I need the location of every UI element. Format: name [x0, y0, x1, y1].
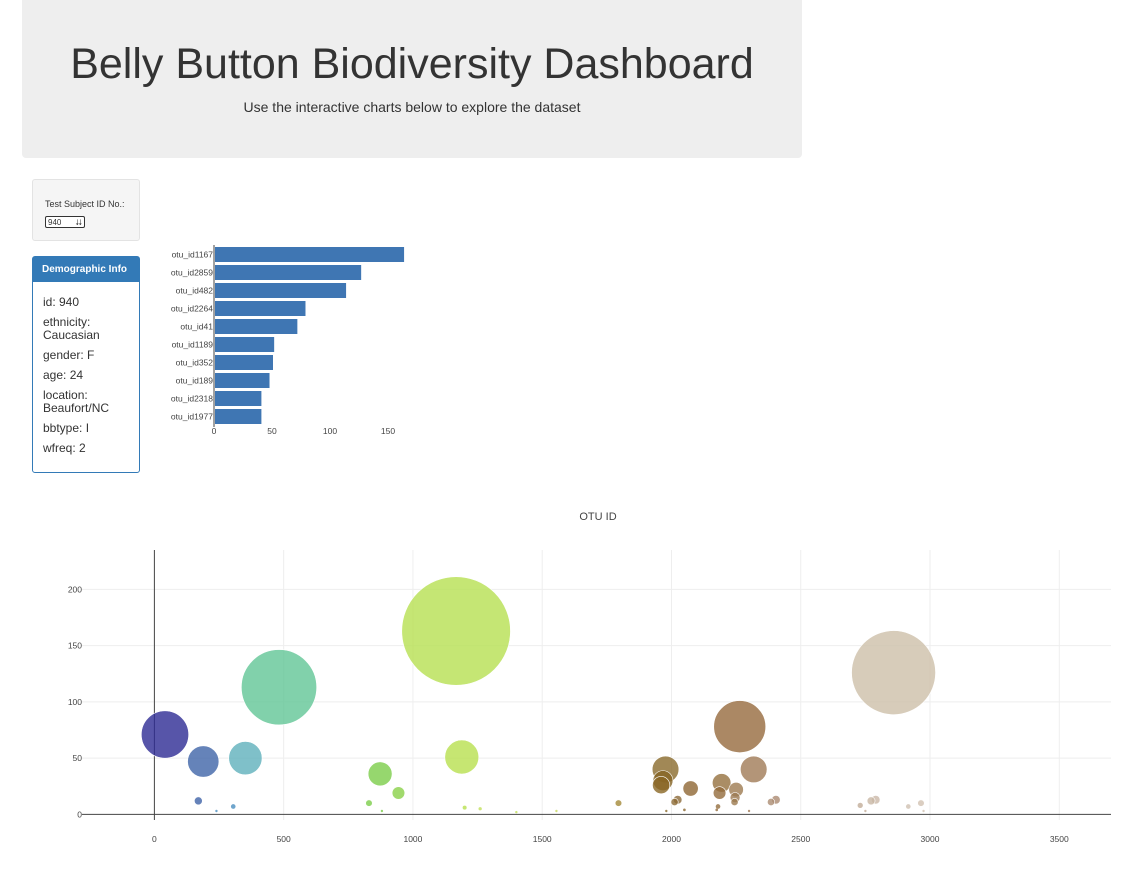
bubble-otu-880[interactable] — [380, 809, 384, 813]
bubble-otu-1189[interactable] — [444, 739, 480, 775]
demographic-panel-title: Demographic Info — [33, 257, 139, 282]
bubble-x-tick-label: 3000 — [921, 834, 940, 844]
bubble-otu-2074[interactable] — [682, 780, 699, 797]
bubble-otu-2859[interactable] — [851, 630, 936, 715]
bar-x-tick-label: 150 — [381, 426, 395, 436]
bar-category-label: otu_id1167 — [172, 250, 214, 260]
bubble-x-tick-label: 3500 — [1050, 834, 1069, 844]
bubble-otu-2385[interactable] — [767, 798, 775, 806]
bar-otu_id189[interactable] — [215, 373, 270, 388]
bubble-otu-2730[interactable] — [857, 802, 863, 809]
subject-select-well: Test Subject ID No.: 940 ⮇ — [32, 179, 140, 241]
bubble-otu-482[interactable] — [241, 649, 317, 726]
bubble-otu-305[interactable] — [230, 804, 236, 809]
bubble-otu-189[interactable] — [187, 745, 220, 778]
bubble-y-tick-label: 50 — [73, 753, 83, 763]
bar-category-label: otu_id2264 — [171, 304, 213, 314]
bubble-otu-1795[interactable] — [614, 799, 623, 807]
bubble-otu-1960[interactable] — [652, 776, 671, 795]
bar-category-label: otu_id2318 — [171, 394, 213, 404]
bar-otu_id1167[interactable] — [215, 247, 405, 262]
bubble-otu-352[interactable] — [228, 741, 263, 776]
bubble-x-tick-label: 1500 — [533, 834, 552, 844]
bubble-otu-2180[interactable] — [715, 804, 721, 809]
bubble-y-tick-label: 150 — [68, 641, 82, 651]
demographic-row-id: id: 940 — [43, 295, 80, 309]
bubble-otu-2975[interactable] — [922, 809, 925, 813]
page-subtitle: Use the interactive charts below to expl… — [243, 99, 581, 115]
bar-otu_id482[interactable] — [215, 283, 347, 298]
bar-otu_id2264[interactable] — [215, 301, 306, 316]
bar-category-label: otu_id41 — [180, 322, 213, 332]
top-otu-bar-chart: otu_id1167 otu_id2859 otu_id482 otu_id2264o… — [171, 245, 405, 436]
bubble-otu-2750[interactable] — [864, 809, 867, 813]
bar-category-label: otu_id1977 — [171, 412, 213, 422]
bar-category-label: otu_id1189 — [172, 340, 214, 350]
bubble-y-tick-label: 200 — [68, 584, 82, 594]
bubble-otu-2264[interactable] — [713, 700, 767, 753]
bubble-x-tick-label: 2500 — [791, 834, 810, 844]
bubble-otu-1260[interactable] — [478, 807, 482, 811]
demographic-row-ethnicity: ethnicity: Caucasian — [43, 315, 100, 342]
bubble-otu-1167[interactable] — [401, 576, 511, 686]
demographic-row-wfreq: wfreq: 2 — [43, 441, 86, 455]
demographic-row-gender: gender: F — [43, 348, 95, 362]
bubble-x-tick-label: 2000 — [662, 834, 681, 844]
bar-otu_id1977[interactable] — [215, 409, 262, 424]
chevron-down-icon: ⮇ — [75, 218, 82, 227]
bubble-otu-2186[interactable] — [712, 786, 727, 800]
bar-category-label: otu_id189 — [176, 376, 214, 386]
bubble-x-tick-label: 500 — [277, 834, 291, 844]
bubble-otu-41[interactable] — [141, 710, 189, 759]
bar-category-label: otu_id352 — [176, 358, 214, 368]
subject-id-value: 940 — [48, 218, 62, 227]
subject-id-dropdown[interactable]: 940 ⮇ — [45, 216, 85, 228]
bubble-otu-2916[interactable] — [905, 804, 911, 809]
bubble-otu-170[interactable] — [194, 796, 203, 806]
bubble-y-tick-label: 0 — [77, 809, 82, 819]
bar-otu_id352[interactable] — [215, 355, 273, 370]
demographic-panel: Demographic Info id: 940 ethnicity: Cauc… — [32, 256, 140, 473]
demographic-row-location: location: Beaufort/NC — [43, 388, 110, 415]
bubble-otu-2012[interactable] — [670, 798, 679, 806]
bubble-otu-830[interactable] — [365, 799, 373, 807]
bubble-otu-240[interactable] — [215, 809, 218, 813]
bar-otu_id1189[interactable] — [215, 337, 275, 352]
bar-category-label: otu_id2859 — [171, 268, 213, 278]
bubble-otu-944[interactable] — [391, 786, 406, 800]
bubble-x-tick-label: 1000 — [403, 834, 422, 844]
bubble-otu-2772[interactable] — [866, 796, 876, 806]
bubble-otu-1400[interactable] — [515, 810, 518, 814]
bubble-otu-2050[interactable] — [683, 808, 686, 812]
bar-otu_id41[interactable] — [215, 319, 298, 334]
bubble-otu-873[interactable] — [367, 761, 393, 787]
bubble-y-tick-label: 100 — [68, 697, 82, 707]
otu-bubble-chart: OTU ID 0 500 1000 1500 2000 2500 3000 3500 0 50 100… — [68, 511, 1111, 844]
bubble-otu-2965[interactable] — [917, 799, 925, 807]
subject-select-label: Test Subject ID No.: — [45, 199, 125, 209]
header-jumbotron: Belly Button Biodiversity Dashboard Use … — [22, 0, 802, 158]
bar-category-label: otu_id482 — [176, 286, 214, 296]
bubble-otu-2300[interactable] — [747, 809, 751, 813]
page-title: Belly Button Biodiversity Dashboard — [70, 40, 754, 88]
bubble-otu-1980[interactable] — [665, 809, 668, 813]
demographic-row-age: age: 24 — [43, 368, 84, 382]
demographic-panel-body: id: 940 ethnicity: Caucasian gender: F a… — [33, 282, 139, 455]
bubble-otu-1555[interactable] — [555, 809, 558, 813]
bar-x-tick-label: 50 — [267, 426, 277, 436]
demographic-row-bbtype: bbtype: I — [43, 421, 90, 435]
bubble-x-tick-label: 0 — [152, 834, 157, 844]
bubble-otu-2175[interactable] — [715, 808, 719, 812]
bubble-otu-1200[interactable] — [462, 805, 467, 810]
bubble-otu-2318[interactable] — [740, 755, 768, 784]
bar-x-tick-label: 0 — [212, 426, 217, 436]
bar-otu_id2318[interactable] — [215, 391, 262, 406]
bubble-x-axis-title: OTU ID — [579, 511, 616, 523]
bar-otu_id2859[interactable] — [215, 265, 362, 280]
bubble-otu-2244[interactable] — [730, 798, 739, 806]
bar-x-tick-label: 100 — [323, 426, 337, 436]
